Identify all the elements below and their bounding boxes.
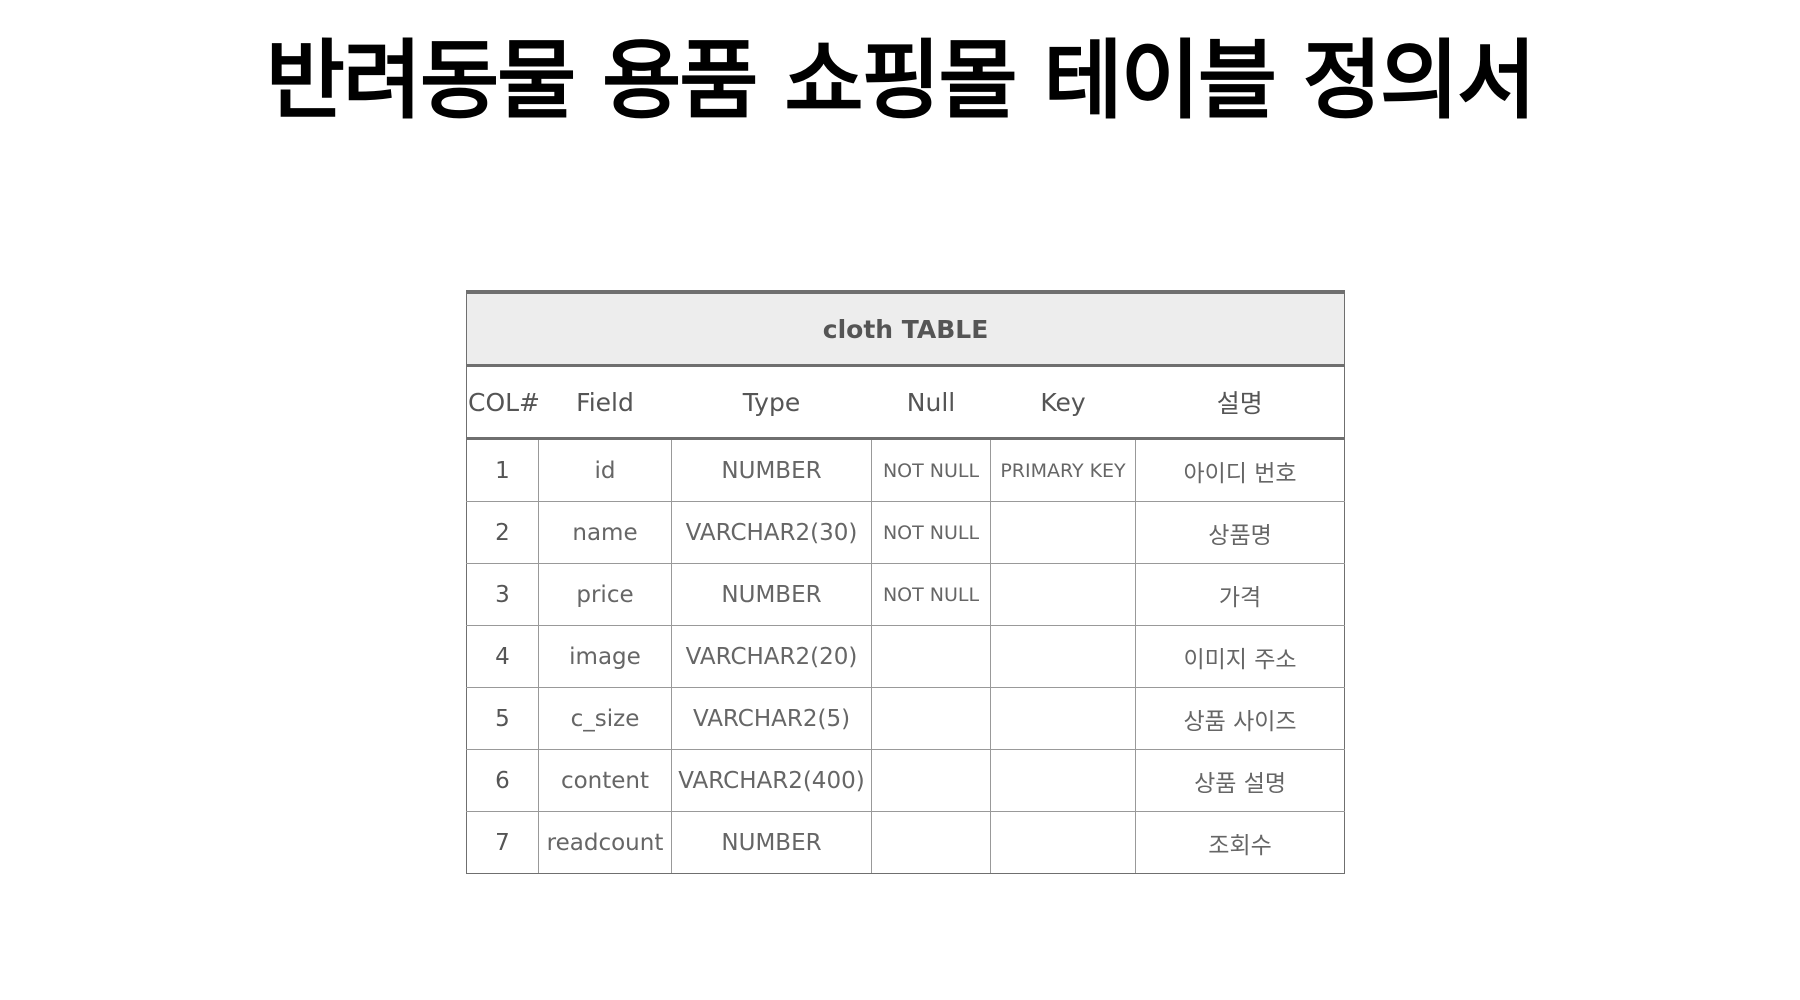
cell-null <box>871 687 991 750</box>
header-key: Key <box>990 365 1136 440</box>
cell-key <box>990 563 1136 626</box>
table-row: 6 content VARCHAR2(400) 상품 설명 <box>466 749 1346 812</box>
cell-key <box>990 811 1136 874</box>
cell-type: VARCHAR2(5) <box>671 687 872 750</box>
page-title: 반려동물 용품 쇼핑몰 테이블 정의서 <box>265 31 1537 131</box>
cell-type: NUMBER <box>671 563 872 626</box>
table-row: 2 name VARCHAR2(30) NOT NULL 상품명 <box>466 501 1346 564</box>
cell-description: 상품 설명 <box>1134 749 1346 812</box>
header-description: 설명 <box>1135 365 1346 440</box>
table-row: 5 c_size VARCHAR2(5) 상품 사이즈 <box>466 687 1346 750</box>
cell-description: 상품명 <box>1134 501 1346 564</box>
cell-col-number: 1 <box>466 438 539 502</box>
cell-null: NOT NULL <box>871 438 991 502</box>
cell-type: VARCHAR2(400) <box>671 749 872 812</box>
cell-field: readcount <box>538 811 672 874</box>
cell-col-number: 4 <box>466 625 539 688</box>
cell-null <box>871 749 991 812</box>
cell-field: id <box>538 438 672 502</box>
cell-col-number: 2 <box>466 501 539 564</box>
header-type: Type <box>671 365 872 440</box>
cell-col-number: 7 <box>466 811 539 874</box>
cell-key: PRIMARY KEY <box>990 438 1136 502</box>
cell-description: 가격 <box>1134 563 1346 626</box>
cell-key <box>990 501 1136 564</box>
cell-key <box>990 687 1136 750</box>
table-row: 3 price NUMBER NOT NULL 가격 <box>466 563 1346 626</box>
cell-description: 아이디 번호 <box>1134 438 1346 502</box>
table-caption: cloth TABLE <box>465 290 1346 367</box>
header-field: Field <box>538 365 672 440</box>
cell-col-number: 5 <box>466 687 539 750</box>
header-row: COL# Field Type Null Key 설명 <box>466 365 1346 440</box>
cell-description: 이미지 주소 <box>1134 625 1346 688</box>
cell-field: c_size <box>538 687 672 750</box>
table-row: 1 id NUMBER NOT NULL PRIMARY KEY 아이디 번호 <box>466 438 1346 502</box>
cell-null: NOT NULL <box>871 563 991 626</box>
cell-col-number: 6 <box>466 749 539 812</box>
cell-type: NUMBER <box>671 438 872 502</box>
table-row: 7 readcount NUMBER 조회수 <box>466 811 1346 874</box>
cell-field: content <box>538 749 672 812</box>
cell-key <box>990 625 1136 688</box>
table-definition: cloth TABLE COL# Field Type Null Key 설명 … <box>465 290 1346 874</box>
cell-type: VARCHAR2(20) <box>671 625 872 688</box>
cloth-table: cloth TABLE COL# Field Type Null Key 설명 … <box>465 290 1346 874</box>
header-col-number: COL# <box>466 365 540 440</box>
header-null: Null <box>871 365 991 440</box>
cell-field: name <box>538 501 672 564</box>
cell-null: NOT NULL <box>871 501 991 564</box>
table-row: 4 image VARCHAR2(20) 이미지 주소 <box>466 625 1346 688</box>
cell-field: image <box>538 625 672 688</box>
cell-null <box>871 811 991 874</box>
cell-col-number: 3 <box>466 563 539 626</box>
cell-description: 조회수 <box>1134 811 1346 874</box>
cell-null <box>871 625 991 688</box>
cell-key <box>990 749 1136 812</box>
cell-description: 상품 사이즈 <box>1134 687 1346 750</box>
cell-field: price <box>538 563 672 626</box>
cell-type: VARCHAR2(30) <box>671 501 872 564</box>
cell-type: NUMBER <box>671 811 872 874</box>
